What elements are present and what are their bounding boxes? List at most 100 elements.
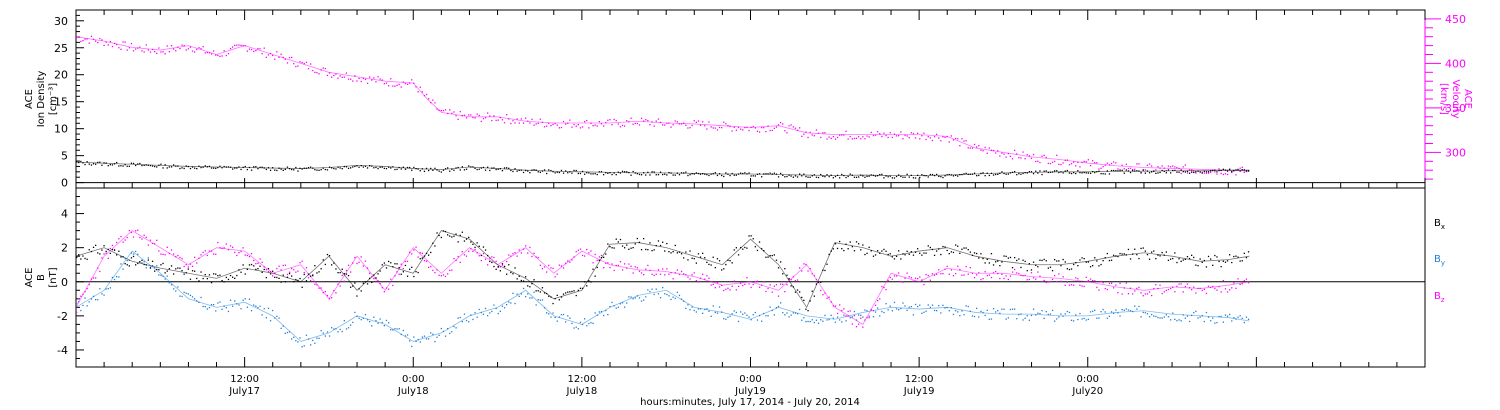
- by-point: [742, 313, 744, 315]
- bx-point: [1191, 254, 1193, 256]
- bx-point: [297, 279, 299, 282]
- velocity-point: [752, 125, 754, 128]
- velocity-point: [761, 126, 763, 129]
- by-point: [377, 322, 379, 324]
- by-point: [301, 346, 303, 348]
- density-point: [206, 166, 208, 168]
- bz-point: [80, 295, 82, 297]
- velocity-point: [777, 124, 780, 126]
- velocity-point: [1155, 169, 1157, 171]
- bz-point: [345, 269, 348, 272]
- bx-point: [301, 286, 303, 288]
- by-point: [1125, 308, 1127, 310]
- bz-point: [562, 267, 565, 269]
- density-point: [811, 175, 813, 177]
- density-point: [558, 171, 560, 174]
- bx-point: [379, 270, 381, 272]
- density-point: [1028, 171, 1030, 173]
- velocity-point: [731, 130, 733, 132]
- bz-point: [820, 289, 822, 292]
- bx-point: [836, 247, 839, 250]
- density-point: [139, 162, 141, 165]
- bz-point: [170, 249, 173, 251]
- by-point: [579, 321, 582, 323]
- by-point: [126, 259, 128, 262]
- bx-point: [137, 262, 139, 265]
- bx-point: [303, 273, 305, 276]
- velocity-point: [440, 109, 442, 112]
- by-point: [80, 309, 82, 312]
- bx-point: [1159, 255, 1161, 257]
- density-point: [773, 172, 775, 174]
- density-point: [845, 176, 847, 179]
- velocity-point: [959, 145, 961, 147]
- density-point: [1132, 170, 1134, 172]
- bz-point: [512, 253, 514, 255]
- velocity-point: [255, 49, 257, 52]
- bz-point: [735, 289, 737, 291]
- velocity-point: [877, 131, 879, 133]
- density-point: [1117, 170, 1119, 172]
- by-point: [1041, 310, 1043, 312]
- bx-point: [352, 285, 354, 287]
- by-point: [541, 299, 544, 301]
- bx-point: [685, 251, 687, 253]
- bz-point: [173, 253, 175, 255]
- bz-point: [815, 278, 818, 281]
- velocity-point: [109, 40, 111, 43]
- bx-point: [965, 247, 967, 249]
- x-axis: 12:00July170:00July1812:00July180:00July…: [75, 10, 1426, 397]
- velocity-point: [811, 134, 813, 136]
- velocity-point: [392, 85, 394, 87]
- bz-point: [139, 236, 141, 239]
- velocity-point: [78, 36, 80, 38]
- bx-point: [242, 264, 244, 266]
- by-point: [385, 319, 388, 322]
- bz-point: [221, 247, 223, 249]
- velocity-point: [484, 117, 487, 119]
- bx-point: [447, 234, 449, 236]
- bz-point: [917, 278, 919, 280]
- density-point: [600, 171, 603, 173]
- by-point: [845, 320, 847, 322]
- velocity-point: [543, 126, 546, 128]
- bx-point: [1087, 261, 1089, 263]
- by-point: [944, 307, 946, 309]
- bx-point: [971, 254, 974, 256]
- bx-point: [1030, 269, 1033, 271]
- velocity-point: [272, 54, 274, 57]
- by-point: [223, 305, 225, 307]
- density-point: [453, 169, 455, 171]
- velocity-point: [817, 132, 820, 134]
- velocity-point: [727, 125, 729, 127]
- velocity-point: [316, 72, 318, 74]
- density-point: [581, 170, 584, 173]
- velocity-point: [843, 134, 845, 136]
- density-point: [784, 176, 786, 178]
- by-point: [933, 309, 936, 312]
- by-point: [242, 299, 244, 301]
- density-point: [120, 165, 122, 167]
- velocity-point: [824, 132, 826, 134]
- velocity-point: [689, 127, 691, 129]
- density-point: [480, 167, 482, 169]
- bz-point: [103, 253, 105, 255]
- by-point: [550, 316, 552, 318]
- bx-point: [946, 249, 948, 252]
- density-point: [1157, 172, 1159, 174]
- bx-point: [1110, 259, 1113, 261]
- by-point: [592, 322, 594, 324]
- velocity-point: [366, 82, 369, 84]
- velocity-point: [461, 115, 463, 117]
- density-point: [291, 168, 293, 171]
- bx-point: [626, 244, 628, 246]
- velocity-point: [350, 78, 352, 80]
- density-point: [514, 168, 516, 170]
- velocity-point: [1172, 165, 1174, 167]
- bz-point: [577, 249, 579, 251]
- by-point: [891, 310, 893, 312]
- density-point: [664, 173, 666, 175]
- velocity-point: [1077, 161, 1079, 164]
- density-point: [849, 173, 851, 175]
- velocity-point: [581, 126, 584, 128]
